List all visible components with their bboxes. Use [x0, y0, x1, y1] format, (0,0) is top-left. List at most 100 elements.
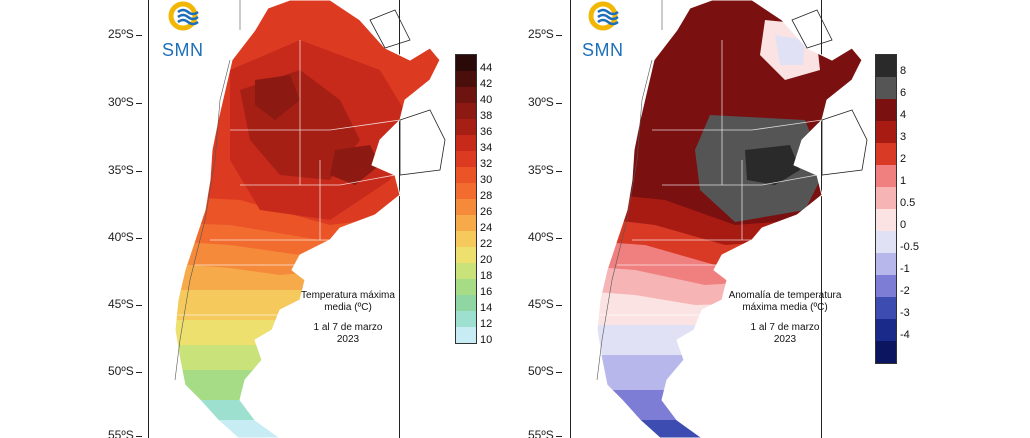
legend-swatch: [456, 55, 476, 71]
map-title: Temperatura máxima media (ºC) 1 al 7 de …: [283, 290, 413, 346]
latitude-label: 25ºS: [108, 27, 142, 41]
legend-swatch: [876, 143, 896, 165]
map-year-line: 2023: [773, 334, 797, 345]
legend-swatch: [456, 183, 476, 199]
legend-swatch: [456, 215, 476, 231]
legend-swatch: [456, 167, 476, 183]
panel-max-temperature: SMN 25ºS 30ºS 35ºS 40ºS 45ºS 50ºS 55ºS T…: [108, 0, 493, 438]
legend-label: 24: [480, 222, 493, 234]
legend-label: 22: [480, 238, 493, 250]
map-year-line: 2023: [336, 334, 360, 345]
legend-label: 40: [480, 94, 493, 106]
legend-swatch: [456, 263, 476, 279]
legend-label: 34: [480, 142, 493, 154]
map-title-line: Temperatura máxima: [301, 290, 395, 301]
legend-swatch: [456, 135, 476, 151]
legend-label: 18: [480, 270, 493, 282]
legend-swatch: [876, 165, 896, 187]
legend-swatch: [876, 253, 896, 275]
smn-sun-waves-icon: [588, 1, 619, 31]
latitude-label: 25ºS: [528, 27, 562, 41]
latitude-label: 35ºS: [528, 163, 562, 177]
map-title-line: media (ºC): [324, 302, 372, 313]
legend-swatch: [876, 341, 896, 363]
legend-label: 12: [480, 318, 493, 330]
legend-label: -3: [900, 307, 910, 319]
legend-swatch: [456, 247, 476, 263]
latitude-label: 55ºS: [108, 428, 142, 438]
legend-swatch: [456, 151, 476, 167]
legend-color-bar: [875, 54, 897, 364]
latitude-label: 50ºS: [528, 364, 562, 378]
legend-swatch: [456, 71, 476, 87]
latitude-label: 30ºS: [528, 95, 562, 109]
legend-swatch: [456, 103, 476, 119]
smn-logo: SMN: [160, 0, 240, 62]
map-date-line: 1 al 7 de marzo: [313, 322, 383, 333]
map-title-line: máxima media (ºC): [742, 302, 828, 313]
smn-sun-waves-icon: [168, 1, 199, 31]
legend-label: 4: [900, 109, 907, 121]
legend-swatch: [876, 55, 896, 77]
legend-label: 10: [480, 334, 493, 346]
map-title-line: Anomalía de temperatura: [728, 290, 842, 301]
legend-swatch: [876, 275, 896, 297]
legend-swatch: [456, 279, 476, 295]
map-title: Anomalía de temperatura máxima media (ºC…: [715, 290, 855, 346]
legend-label: 28: [480, 190, 493, 202]
legend-swatch: [876, 297, 896, 319]
legend-label: 0: [900, 219, 907, 231]
legend-label: 0.5: [900, 197, 916, 209]
legend-swatch: [456, 295, 476, 311]
legend-label: 36: [480, 126, 493, 138]
legend-label: 42: [480, 78, 493, 90]
legend-label: 16: [480, 286, 493, 298]
map-frame: [570, 0, 822, 438]
map-temperature-anomaly: [596, 0, 868, 438]
smn-logo: SMN: [580, 0, 660, 62]
legend-label: 30: [480, 174, 493, 186]
legend-label: 2: [900, 153, 907, 165]
legend-label: -2: [900, 285, 910, 297]
legend-swatch: [876, 209, 896, 231]
legend-label: -1: [900, 263, 910, 275]
legend-swatch: [876, 231, 896, 253]
smn-logo-text: SMN: [162, 40, 204, 60]
legend-label: 6: [900, 87, 907, 99]
legend-swatch: [456, 87, 476, 103]
legend-label: 26: [480, 206, 493, 218]
legend-swatch: [456, 231, 476, 247]
legend-label: 38: [480, 110, 493, 122]
latitude-label: 45ºS: [528, 297, 562, 311]
legend-swatch: [456, 119, 476, 135]
latitude-label: 35ºS: [108, 163, 142, 177]
legend-swatch: [876, 187, 896, 209]
legend-label: 44: [480, 62, 493, 74]
legend-swatch: [876, 121, 896, 143]
legend-label: 8: [900, 65, 907, 77]
legend-label: -4: [900, 329, 910, 341]
map-date-line: 1 al 7 de marzo: [750, 322, 820, 333]
panel-temperature-anomaly: SMN 25ºS 30ºS 35ºS 40ºS 45ºS 50ºS 55ºS A…: [515, 0, 1030, 438]
latitude-label: 40ºS: [528, 230, 562, 244]
legend-label: 1: [900, 175, 907, 187]
smn-logo-text: SMN: [582, 40, 624, 60]
latitude-label: 50ºS: [108, 364, 142, 378]
latitude-label: 30ºS: [108, 95, 142, 109]
legend-label: 32: [480, 158, 493, 170]
latitude-label: 55ºS: [528, 428, 562, 438]
legend-label: 14: [480, 302, 493, 314]
legend-swatch: [876, 77, 896, 99]
latitude-label: 45ºS: [108, 297, 142, 311]
legend-label: 3: [900, 131, 907, 143]
legend-swatch: [456, 327, 476, 343]
latitude-label: 40ºS: [108, 230, 142, 244]
legend-swatch: [876, 319, 896, 341]
legend-label: 20: [480, 254, 493, 266]
map-max-temperature: [174, 0, 446, 438]
legend-swatch: [876, 99, 896, 121]
legend-swatch: [456, 311, 476, 327]
legend-swatch: [456, 199, 476, 215]
map-frame: [148, 0, 400, 438]
legend-color-bar: [455, 54, 477, 344]
